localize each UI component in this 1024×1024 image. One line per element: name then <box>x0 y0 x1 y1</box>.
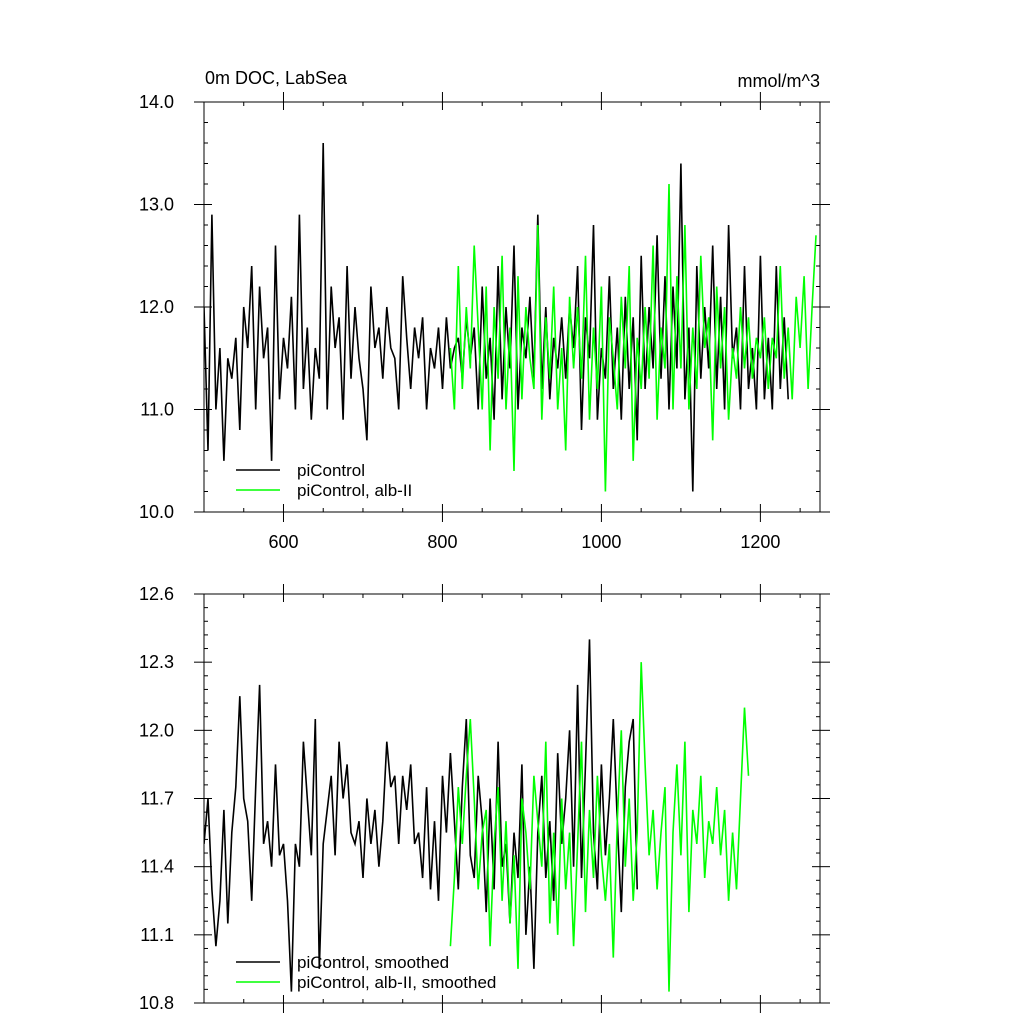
y-tick-label: 11.1 <box>140 925 174 945</box>
y-tick-label: 10.8 <box>139 993 174 1013</box>
y-tick-label: 13.0 <box>139 195 174 215</box>
y-tick-label: 10.0 <box>139 502 174 522</box>
x-tick-label: 1200 <box>740 532 780 552</box>
legend-label: piControl <box>297 461 365 480</box>
series-line-picontrol <box>204 639 638 992</box>
legend-label: piControl, alb-II, smoothed <box>297 973 496 992</box>
series-line-picontrol <box>204 142 789 492</box>
y-tick-label: 11.0 <box>140 400 174 420</box>
chart-title: 0m DOC, LabSea <box>205 68 348 88</box>
y-tick-label: 12.6 <box>139 584 174 604</box>
legend-label: piControl, alb-II <box>297 481 412 500</box>
y-tick-label: 12.3 <box>139 652 174 672</box>
series-line-alb-ii <box>449 662 750 992</box>
y-tick-label: 11.7 <box>140 789 174 809</box>
y-tick-label: 11.4 <box>140 857 174 877</box>
y-tick-label: 14.0 <box>139 92 174 112</box>
legend-label: piControl, smoothed <box>297 953 449 972</box>
x-tick-label: 1000 <box>581 532 621 552</box>
series-line-alb-ii <box>449 183 817 492</box>
x-tick-label: 800 <box>427 532 457 552</box>
y-tick-label: 12.0 <box>139 720 174 740</box>
plot-frame-1 <box>203 593 821 1004</box>
chart-units: mmol/m^3 <box>738 71 820 91</box>
y-tick-label: 12.0 <box>139 297 174 317</box>
x-tick-label: 600 <box>268 532 298 552</box>
